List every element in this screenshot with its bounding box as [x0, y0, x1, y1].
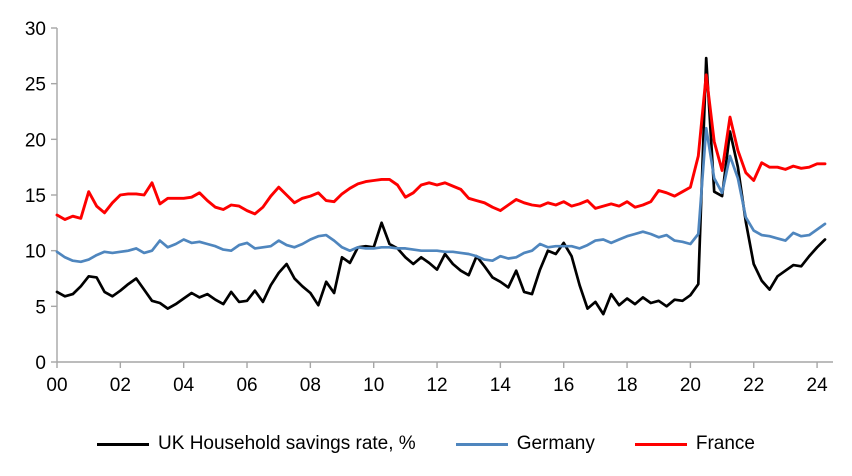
x-tick-label: 02 [110, 375, 131, 396]
x-tick-label: 18 [616, 375, 637, 396]
series-line-germany [55, 126, 827, 264]
x-tick-label: 08 [300, 375, 321, 396]
x-tick-label: 04 [173, 375, 195, 396]
legend-label-france: France [695, 433, 755, 454]
uk-line-swatch [97, 442, 150, 446]
germany-line-swatch [455, 442, 508, 446]
x-tick-label: 12 [426, 375, 447, 396]
series-line-france [55, 73, 827, 221]
x-tick-label: 14 [490, 375, 512, 396]
y-tick-label: 5 [35, 297, 46, 318]
x-tick-label: 24 [807, 375, 829, 396]
y-tick-label: 10 [25, 242, 46, 263]
y-tick-label: 30 [25, 19, 46, 40]
legend-item-uk: UK Household savings rate, % [97, 433, 416, 455]
x-tick-label: 16 [553, 375, 574, 396]
legend-label-uk: UK Household savings rate, % [158, 433, 416, 454]
y-tick-label: 15 [25, 186, 46, 207]
x-tick-label: 20 [680, 375, 701, 396]
france-line-swatch [634, 442, 687, 446]
y-tick-label: 0 [35, 353, 46, 374]
legend-label-germany: Germany [516, 433, 595, 454]
chart-legend: UK Household savings rate, % Germany Fra… [0, 433, 852, 455]
legend-item-france: France [634, 433, 755, 455]
x-tick-label: 06 [236, 375, 257, 396]
plot-area: 0 5 10 15 20 25 30 00 02 04 06 08 10 12 14 16 18 20 22 24 [25, 19, 833, 396]
x-tick-label: 00 [46, 375, 67, 396]
x-tick-label: 10 [363, 375, 384, 396]
y-tick-label: 20 [25, 130, 46, 151]
y-tick-label: 25 [25, 75, 46, 96]
legend-item-germany: Germany [455, 433, 595, 455]
series-line-uk [55, 56, 827, 316]
x-tick-label: 22 [743, 375, 764, 396]
